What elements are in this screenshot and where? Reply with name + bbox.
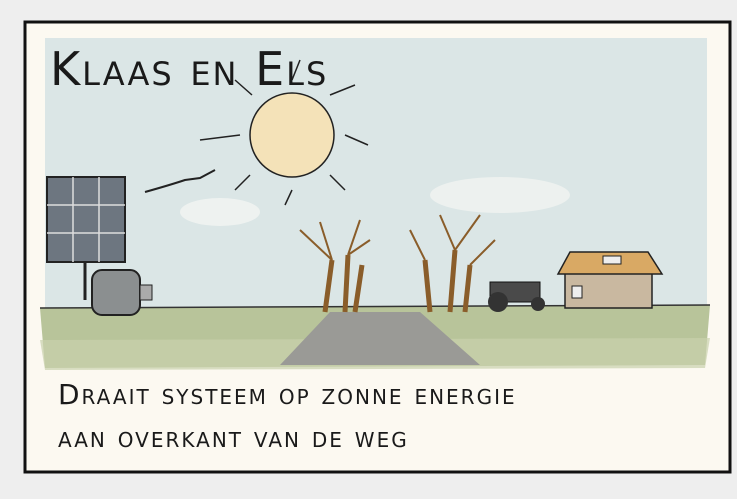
tractor <box>488 281 545 312</box>
battery-tank <box>91 269 153 316</box>
trees <box>299 214 496 313</box>
house <box>556 251 664 309</box>
cloud <box>430 177 570 213</box>
road <box>280 312 480 365</box>
cloud <box>180 198 260 226</box>
panel-title: Klaas en Els <box>50 42 328 96</box>
caption-line: aan overkant van de weg <box>58 421 409 454</box>
caption-line: Draait systeem op zonne energie <box>58 378 517 411</box>
sun-ray-arrow <box>144 169 216 193</box>
solar-panel <box>46 176 126 300</box>
sun <box>199 59 369 206</box>
